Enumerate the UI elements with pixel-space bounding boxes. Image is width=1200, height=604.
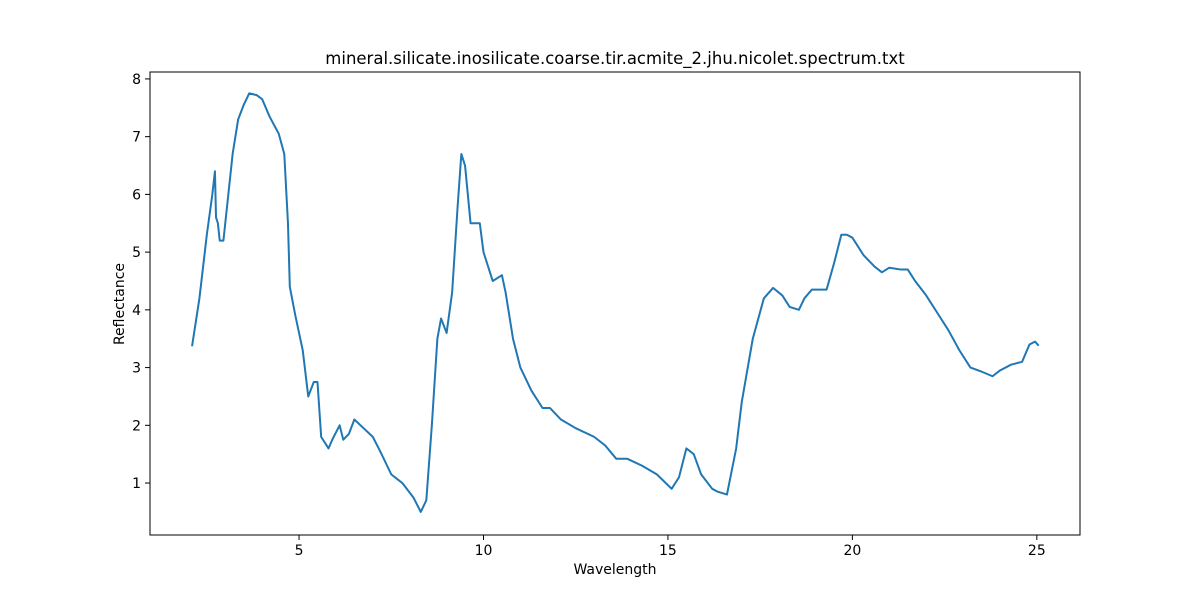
y-tick-label: 5 [132,245,141,261]
y-tick-label: 7 [132,130,141,146]
x-tick-label: 10 [475,543,493,559]
plot-frame [149,71,1081,536]
x-axis-label: Wavelength [573,562,656,578]
x-tick-label: 5 [295,543,304,559]
x-tick-label: 20 [843,543,861,559]
data-line [191,92,1040,513]
x-tick-label: 25 [1028,543,1046,559]
y-tick-label: 3 [132,361,141,377]
chart-title: mineral.silicate.inosilicate.coarse.tir.… [325,49,905,69]
y-tick-label: 4 [132,303,141,319]
x-tick-label: 15 [659,543,677,559]
y-tick-label: 2 [132,418,141,434]
y-tick-label: 6 [132,187,141,203]
y-tick-label: 1 [132,476,141,492]
y-tick-label: 8 [132,72,141,88]
y-axis-label: Reflectance [112,263,128,345]
